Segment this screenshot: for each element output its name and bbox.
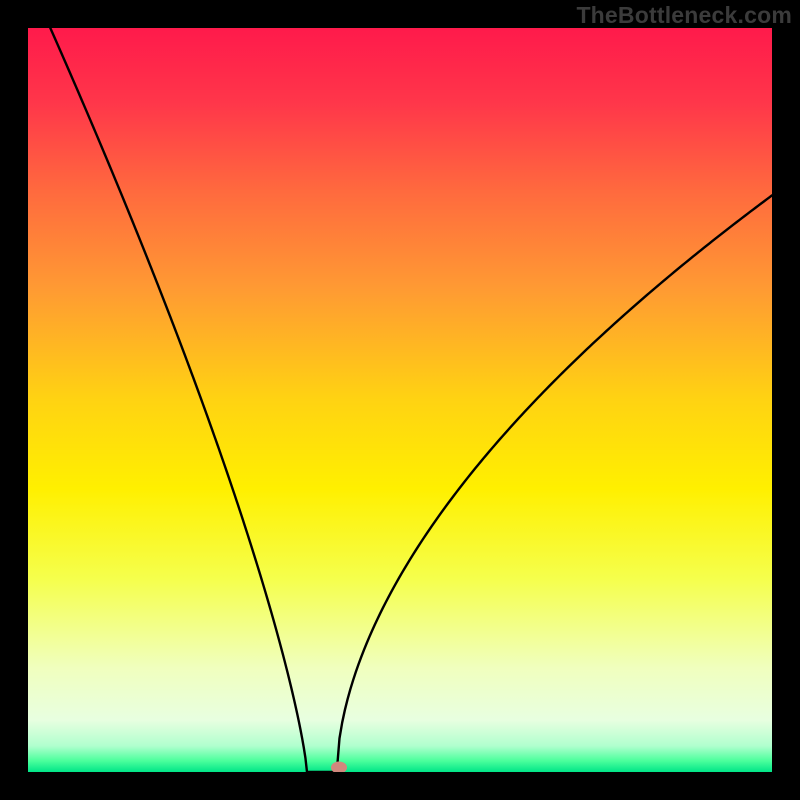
chart-svg [28, 28, 772, 772]
plot-area [28, 28, 772, 772]
watermark-text: TheBottleneck.com [576, 2, 792, 29]
chart-container: TheBottleneck.com [0, 0, 800, 800]
gradient-background [28, 28, 772, 772]
